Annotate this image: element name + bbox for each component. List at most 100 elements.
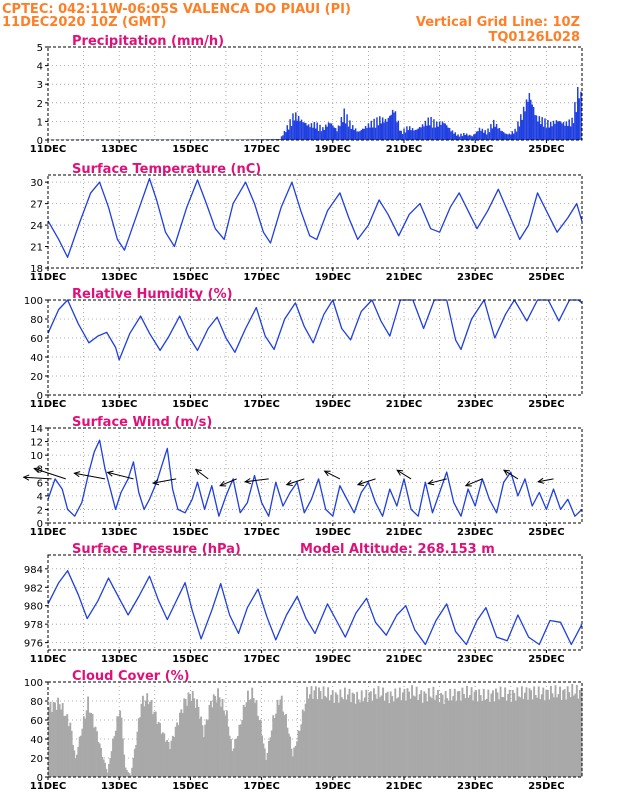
precip-bar <box>299 121 301 140</box>
wind-arrow-head <box>396 469 404 476</box>
wind-arrow <box>74 472 106 480</box>
precip-bar <box>334 128 337 140</box>
cloud-cover-bar <box>180 709 183 777</box>
precip-bar <box>423 126 425 140</box>
precip-bar <box>562 122 565 140</box>
cloud-cover-bar <box>51 711 53 777</box>
cloud-cover-bar <box>273 718 276 777</box>
precip-bar <box>354 128 357 140</box>
wind-arrow <box>245 478 269 483</box>
wind-arrow-head <box>537 477 545 484</box>
cloud-cover-bar <box>458 691 461 777</box>
cloud-cover-bar <box>327 687 330 777</box>
precip-bar <box>366 128 368 140</box>
cloud-cover-bar <box>124 767 127 777</box>
cloud-cover-bar <box>239 724 242 777</box>
precip-bar <box>411 128 414 140</box>
cloud-cover-bar <box>354 703 357 777</box>
cloud-cover-bar <box>435 695 438 777</box>
precip-panel: 0 1 2 3 4 5 Precipitation (mm/h) 11DEC 13DEC 15DE… <box>30 34 583 155</box>
cloud-cover-bar <box>572 695 575 777</box>
wind-panel: 02468101214Surface Wind (m/s)11DEC13DEC1… <box>22 415 583 538</box>
cloud-cover-bar <box>100 747 102 777</box>
y-tick-label: 20 <box>30 372 43 383</box>
precip-bar <box>571 117 573 140</box>
precip-bar <box>561 123 563 140</box>
cloud-cover-bar <box>420 690 423 777</box>
precip-bar <box>324 124 327 140</box>
cloud-cover-bar <box>315 686 317 777</box>
precip-bar <box>488 132 491 140</box>
precip-bar <box>572 123 575 140</box>
cloud-title: Cloud Cover (%) <box>72 669 190 684</box>
precip-bar <box>558 121 560 140</box>
cloud-cover-bar <box>207 720 210 777</box>
cloud-cover-bar <box>90 712 93 777</box>
precip-bar <box>293 120 296 140</box>
cloud-cover-bar <box>212 694 215 777</box>
precip-bar <box>538 116 541 140</box>
cloud-cover-bar <box>330 694 333 777</box>
cloud-cover-bar <box>91 713 94 777</box>
cloud-cover-bar <box>102 759 105 777</box>
cloud-cover-bar <box>359 702 362 777</box>
cloud-cover-bar <box>342 699 345 777</box>
cloud-cover-bar <box>204 724 207 777</box>
cloud-cover-bar <box>291 756 294 777</box>
cloud-cover-bar <box>434 699 436 777</box>
cloud-cover-bar <box>209 700 212 777</box>
cloud-cover-bar <box>258 720 261 777</box>
cloud-cover-bar <box>63 715 66 777</box>
precip-bar <box>555 120 558 140</box>
wind-arrow <box>465 478 483 487</box>
cloud-cover-bar <box>548 699 551 777</box>
precip-bar <box>491 128 494 140</box>
cloud-cover-bar <box>275 713 278 777</box>
cloud-cover-bar <box>136 731 139 777</box>
cloud-cover-bar <box>227 726 230 777</box>
cloud-cover-bar <box>202 737 205 777</box>
precip-bar <box>387 117 390 140</box>
cloud-cover-bar <box>54 702 56 777</box>
wind-arrow <box>219 478 237 487</box>
precip-bar <box>525 99 528 140</box>
cloud-cover-bar <box>171 735 174 777</box>
precip-bar <box>322 127 324 140</box>
cloud-cover-bar <box>306 686 308 777</box>
precip-bar <box>401 134 404 140</box>
precip-bar <box>428 125 431 140</box>
cloud-cover-bar <box>507 693 510 777</box>
cloud-cover-bar <box>363 697 366 777</box>
precip-bar <box>446 125 448 140</box>
precip-bar <box>552 120 555 140</box>
x-tick-label: 17DEC <box>243 272 279 283</box>
precip-bar <box>381 117 384 140</box>
precip-bar <box>420 127 422 140</box>
cloud-cover-bar <box>263 748 266 777</box>
cloud-cover-bar <box>318 687 320 777</box>
cloud-cover-bar <box>562 690 565 777</box>
cloud-cover-bar <box>101 756 104 777</box>
precip-bar <box>356 131 358 140</box>
cloud-cover-bar <box>197 706 200 777</box>
precip-bar <box>450 131 452 140</box>
precip-bar <box>520 114 522 140</box>
precip-bar <box>282 135 284 140</box>
cloud-cover-bar <box>139 717 142 777</box>
y-tick-label: 0 <box>37 519 43 530</box>
cloud-cover-bar <box>81 728 84 777</box>
cloud-cover-bar <box>285 714 287 777</box>
cloud-cover-bar <box>256 715 259 777</box>
precip-bar <box>380 123 382 140</box>
cloud-cover-bar <box>437 689 439 777</box>
precip-bar <box>316 122 318 140</box>
cloud-cover-bar <box>188 694 191 777</box>
cloud-cover-bar <box>343 687 346 777</box>
precip-bar <box>329 123 331 140</box>
precip-bar <box>541 117 543 140</box>
cloud-cover-bar <box>173 737 176 777</box>
cloud-cover-bar <box>187 692 190 777</box>
cloud-cover-bar <box>186 705 189 777</box>
precip-bar <box>399 130 401 140</box>
precip-bar <box>547 119 549 140</box>
